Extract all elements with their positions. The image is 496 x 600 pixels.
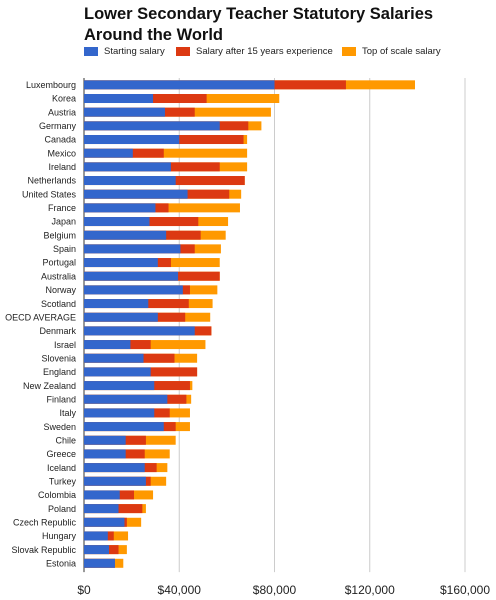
category-label: Czech Republic [13, 517, 77, 527]
bar-starting [84, 80, 275, 90]
x-tick-label: $120,000 [345, 583, 395, 597]
legend-item-15-years: Salary after 15 years experience [176, 44, 333, 58]
category-label: Finland [46, 394, 76, 404]
bar-starting [84, 558, 115, 568]
bar-starting [84, 176, 176, 186]
bar-starting [84, 203, 156, 213]
category-label: Australia [41, 271, 76, 281]
bar-starting [84, 531, 108, 541]
category-label: New Zealand [23, 381, 76, 391]
category-label: Italy [59, 408, 76, 418]
bar-starting [84, 107, 165, 117]
bar-starting [84, 504, 119, 514]
category-label: Luxembourg [26, 80, 76, 90]
category-label: Norway [45, 285, 76, 295]
x-tick-label: $80,000 [253, 583, 297, 597]
bar-starting [84, 340, 131, 350]
bar-starting [84, 353, 144, 363]
bar-starting [84, 258, 158, 268]
chart-title: Lower Secondary Teacher Statutory Salari… [84, 5, 434, 44]
bar-starting [84, 490, 120, 500]
legend-swatch-15-years [176, 46, 190, 56]
category-label: Portugal [42, 258, 76, 268]
category-label: Germany [39, 121, 77, 131]
bar-starting [84, 244, 181, 254]
bar-starting [84, 545, 110, 555]
legend-item-top-of-scale: Top of scale salary [342, 44, 441, 58]
bar-starting [84, 367, 151, 377]
bar-starting [84, 381, 155, 391]
category-label: Canada [44, 135, 76, 145]
bar-starting [84, 135, 180, 145]
bar-starting [84, 408, 155, 418]
bar-starting [84, 162, 171, 172]
category-label: Mexico [47, 148, 76, 158]
category-label: Turkey [49, 476, 77, 486]
category-label: Israel [54, 340, 76, 350]
category-label: Chile [55, 435, 76, 445]
bar-starting [84, 285, 183, 295]
category-label: Japan [51, 217, 76, 227]
x-tick-label: $40,000 [158, 583, 202, 597]
bar-starting [84, 326, 195, 336]
bar-starting [84, 449, 126, 459]
category-label: Netherlands [27, 176, 76, 186]
category-label: England [43, 367, 76, 377]
legend-label-starting: Starting salary [104, 45, 165, 57]
category-label: Slovak Republic [11, 545, 76, 555]
category-label: Scotland [41, 299, 76, 309]
bar-starting [84, 463, 145, 473]
bar-starting [84, 476, 146, 486]
category-label: Ireland [48, 162, 76, 172]
legend-swatch-top-of-scale [342, 46, 356, 56]
bar-starting [84, 271, 179, 281]
bar-starting [84, 121, 220, 131]
legend: Starting salary Salary after 15 years ex… [84, 44, 496, 58]
x-tick-label: $160,000 [440, 583, 490, 597]
category-label: Spain [53, 244, 76, 254]
bar-starting [84, 230, 167, 240]
category-label: Sweden [43, 422, 76, 432]
category-label: OECD AVERAGE [5, 312, 76, 322]
legend-label-top-of-scale: Top of scale salary [362, 45, 441, 57]
category-label: Belgium [43, 230, 76, 240]
bar-starting [84, 435, 126, 445]
legend-label-15-years: Salary after 15 years experience [196, 45, 333, 57]
bar-top-of-scale [84, 148, 248, 158]
legend-item-starting: Starting salary [84, 44, 165, 58]
category-label: Austria [48, 107, 76, 117]
bar-starting [84, 517, 125, 527]
legend-swatch-starting [84, 46, 98, 56]
bar-starting [84, 312, 158, 322]
x-tick-label: $0 [77, 583, 91, 597]
bar-starting [84, 217, 150, 227]
category-label: Iceland [47, 463, 76, 473]
bar-starting [84, 148, 133, 158]
category-label: Korea [52, 94, 76, 104]
category-label: United States [22, 189, 77, 199]
category-label: Denmark [39, 326, 76, 336]
category-label: France [48, 203, 76, 213]
category-label: Greece [46, 449, 76, 459]
category-label: Slovenia [41, 353, 76, 363]
category-label: Poland [48, 504, 76, 514]
category-label: Estonia [46, 558, 76, 568]
bar-starting [84, 94, 154, 104]
category-label: Hungary [42, 531, 77, 541]
category-label: Colombia [38, 490, 76, 500]
bar-starting [84, 299, 149, 309]
bar-starting [84, 189, 188, 199]
bar-starting [84, 394, 168, 404]
bar-starting [84, 422, 164, 432]
